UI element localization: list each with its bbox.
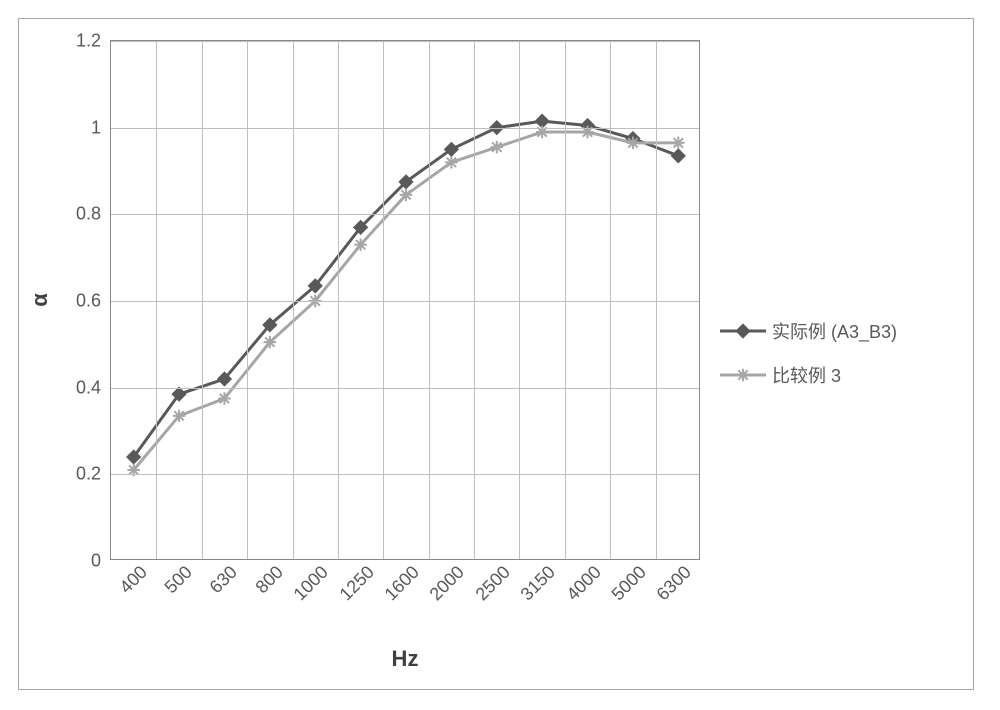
y-tick-label: 0.6	[76, 291, 101, 312]
legend-item-compare: 比较例 3	[720, 362, 897, 388]
legend-label: 比较例 3	[772, 362, 841, 388]
gridline-vertical	[656, 41, 657, 559]
y-tick-label: 1.2	[76, 31, 101, 52]
gridline-vertical	[565, 41, 566, 559]
gridline-vertical	[338, 41, 339, 559]
legend: 实际例 (A3_B3) 比较例 3	[720, 300, 897, 406]
series-marker-compare	[491, 141, 504, 154]
y-axis-title: α	[27, 293, 53, 307]
y-tick-label: 0.2	[76, 464, 101, 485]
gridline-vertical	[202, 41, 203, 559]
gridline-vertical	[293, 41, 294, 559]
series-marker-compare	[354, 238, 367, 251]
series-marker-compare	[627, 137, 640, 150]
gridline-vertical	[156, 41, 157, 559]
series-line-actual	[134, 121, 679, 457]
series-marker-compare	[173, 410, 186, 423]
y-tick-label: 1	[91, 117, 101, 138]
series-marker-compare	[400, 189, 413, 202]
series-marker-compare	[672, 137, 685, 150]
legend-item-actual: 实际例 (A3_B3)	[720, 318, 897, 344]
series-marker-compare	[264, 336, 277, 349]
y-tick-label: 0.4	[76, 377, 101, 398]
gridline-vertical	[247, 41, 248, 559]
gridline-vertical	[519, 41, 520, 559]
y-tick-label: 0.8	[76, 204, 101, 225]
series-marker-actual	[671, 149, 685, 163]
series-marker-compare	[445, 156, 458, 169]
gridline-vertical	[610, 41, 611, 559]
legend-label: 实际例 (A3_B3)	[772, 318, 897, 344]
series-marker-compare	[218, 392, 231, 405]
y-tick-label: 0	[91, 551, 101, 572]
plot-area: 00.20.40.60.811.240050063080010001250160…	[110, 40, 700, 560]
gridline-vertical	[383, 41, 384, 559]
gridline-vertical	[474, 41, 475, 559]
x-axis-title: Hz	[392, 646, 419, 672]
gridline-vertical	[429, 41, 430, 559]
legend-swatch	[720, 364, 766, 386]
legend-swatch	[720, 320, 766, 342]
